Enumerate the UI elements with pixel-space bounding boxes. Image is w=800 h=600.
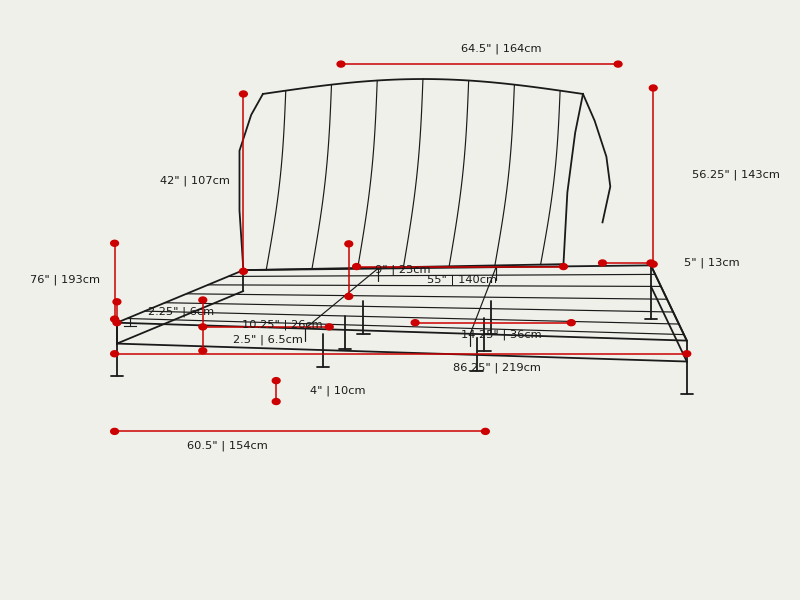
Text: 5" | 13cm: 5" | 13cm	[685, 258, 740, 268]
Circle shape	[199, 348, 206, 354]
Text: 56.25" | 143cm: 56.25" | 143cm	[692, 169, 780, 180]
Circle shape	[345, 293, 353, 299]
Circle shape	[337, 61, 345, 67]
Text: 60.5" | 154cm: 60.5" | 154cm	[187, 440, 268, 451]
Text: 42" | 107cm: 42" | 107cm	[160, 175, 230, 186]
Text: 76" | 193cm: 76" | 193cm	[30, 274, 101, 285]
Circle shape	[598, 260, 606, 266]
Text: 10.25" | 26cm: 10.25" | 26cm	[242, 320, 322, 331]
Circle shape	[411, 320, 419, 326]
Circle shape	[345, 241, 353, 247]
Text: 2.5" | 6.5cm: 2.5" | 6.5cm	[234, 334, 303, 344]
Text: 4" | 10cm: 4" | 10cm	[310, 386, 366, 396]
Circle shape	[110, 428, 118, 434]
Circle shape	[199, 297, 206, 303]
Circle shape	[650, 261, 657, 267]
Text: 9" | 23cm: 9" | 23cm	[374, 265, 430, 275]
Text: 14.25" | 36cm: 14.25" | 36cm	[461, 330, 542, 340]
Circle shape	[272, 398, 280, 404]
Circle shape	[353, 263, 361, 269]
Circle shape	[110, 316, 118, 322]
Circle shape	[650, 85, 657, 91]
Circle shape	[683, 351, 690, 357]
Circle shape	[113, 299, 121, 305]
Text: 55" | 140cm: 55" | 140cm	[427, 275, 497, 286]
Circle shape	[559, 263, 567, 269]
Circle shape	[326, 324, 333, 330]
Circle shape	[272, 377, 280, 383]
Circle shape	[482, 428, 490, 434]
Text: 64.5" | 164cm: 64.5" | 164cm	[461, 43, 542, 54]
Circle shape	[110, 351, 118, 357]
Text: 86.25" | 219cm: 86.25" | 219cm	[453, 363, 541, 373]
Circle shape	[567, 320, 575, 326]
Circle shape	[199, 324, 206, 330]
Circle shape	[239, 91, 247, 97]
Circle shape	[113, 320, 121, 326]
Circle shape	[614, 61, 622, 67]
Circle shape	[239, 268, 247, 274]
Circle shape	[110, 240, 118, 246]
Text: 2.25" | 6cm: 2.25" | 6cm	[148, 307, 214, 317]
Circle shape	[647, 260, 654, 266]
